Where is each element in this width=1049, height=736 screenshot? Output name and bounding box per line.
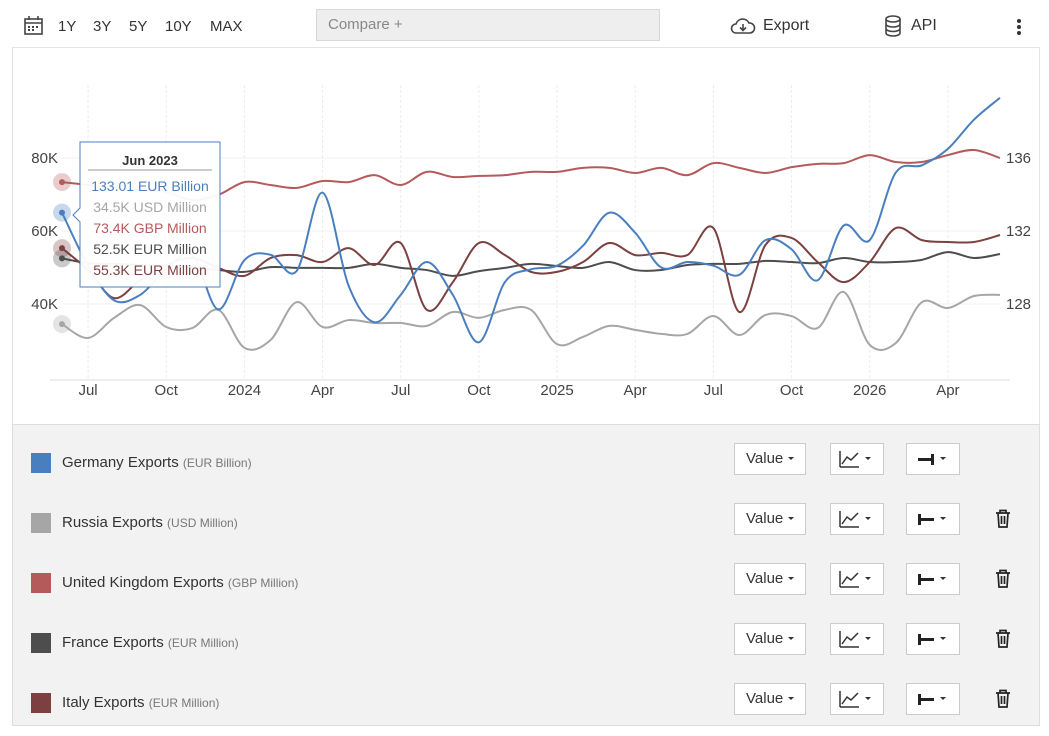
delete-button[interactable]: [995, 509, 1011, 528]
x-tick-label: Jul: [78, 382, 97, 399]
series-unit: (EUR Million): [148, 696, 220, 710]
series-row: Germany Exports (EUR Billion) Value: [13, 429, 1039, 489]
series-name: Russia Exports: [62, 514, 163, 531]
toolbar: 1Y 3Y 5Y 10Y MAX Compare + Export API: [12, 0, 1040, 48]
compare-input[interactable]: Compare +: [316, 9, 660, 41]
range-button[interactable]: MAX: [210, 18, 243, 35]
mode-text: Value: [746, 630, 784, 647]
tooltip: Jun 2023 133.01 EUR Billion 34.5K USD Mill…: [72, 141, 221, 288]
x-tick-label: Oct: [155, 382, 179, 399]
tooltip-item: 133.01 EUR Billion: [91, 178, 209, 194]
x-tick-label: 2024: [228, 382, 261, 399]
range-button[interactable]: 10Y: [165, 18, 192, 35]
mode-dropdown[interactable]: Value: [734, 503, 806, 535]
mode-text: Value: [746, 690, 784, 707]
series-label: United Kingdom Exports (GBP Million): [62, 574, 298, 591]
series-swatch: [31, 513, 51, 533]
x-tick-label: Apr: [311, 382, 334, 399]
series-label: France Exports (EUR Million): [62, 634, 239, 651]
x-tick-label: Oct: [467, 382, 491, 399]
series-list: Germany Exports (EUR Billion) Value Russi…: [12, 424, 1040, 726]
range-button[interactable]: 1Y: [58, 18, 77, 35]
delete-button[interactable]: [995, 689, 1011, 708]
chart-type-dropdown[interactable]: [830, 443, 884, 475]
series-name: Italy Exports: [62, 694, 145, 711]
tooltip-box: [72, 141, 221, 288]
x-tick-label: Apr: [624, 382, 647, 399]
axis-dropdown[interactable]: [906, 683, 960, 715]
delete-button[interactable]: [995, 629, 1011, 648]
chart-type-dropdown[interactable]: [830, 563, 884, 595]
x-tick-label: Jul: [391, 382, 410, 399]
y2-tick-label: 136: [1006, 150, 1031, 167]
tooltip-title: Jun 2023: [122, 153, 178, 168]
y2-tick-label: 128: [1006, 296, 1031, 313]
series-name: Germany Exports: [62, 454, 179, 471]
mode-dropdown[interactable]: Value: [734, 563, 806, 595]
export-button[interactable]: Export: [763, 17, 810, 34]
hover-marker-core: [59, 209, 65, 216]
series-label: Russia Exports (USD Million): [62, 514, 238, 531]
mode-dropdown[interactable]: Value: [734, 623, 806, 655]
y-tick-label: 40K: [31, 296, 58, 313]
series-swatch: [31, 633, 51, 653]
range-button[interactable]: 3Y: [93, 18, 112, 35]
hover-marker-core: [59, 321, 65, 328]
axis-dropdown[interactable]: [906, 563, 960, 595]
tooltip-item: 55.3K EUR Million: [93, 262, 207, 278]
series-unit: (USD Million): [167, 516, 238, 530]
chart-area: [12, 47, 1040, 424]
x-tick-label: 2026: [853, 382, 886, 399]
chart-type-dropdown[interactable]: [830, 683, 884, 715]
hover-marker-core: [59, 179, 65, 186]
series-label: Italy Exports (EUR Million): [62, 694, 219, 711]
cloud-icon: [730, 18, 756, 34]
hover-marker-core: [59, 245, 65, 252]
hover-marker-core: [59, 255, 65, 262]
y2-tick-label: 132: [1006, 223, 1031, 240]
mode-text: Value: [746, 450, 784, 467]
api-button[interactable]: API: [911, 17, 937, 34]
series-label: Germany Exports (EUR Billion): [62, 454, 252, 471]
chart: Jul Oct 2024 Apr Jul Oct 2025 Apr Jul Oct 2026 Apr 4…: [31, 85, 1031, 399]
series-line: [61, 290, 1001, 351]
series-name: United Kingdom Exports: [62, 574, 224, 591]
calendar-icon[interactable]: [24, 16, 44, 36]
database-icon: [885, 15, 901, 37]
series-swatch: [31, 573, 51, 593]
series-row: United Kingdom Exports (GBP Million) Valu…: [13, 549, 1039, 609]
tooltip-item: 73.4K GBP Million: [93, 220, 206, 236]
y-tick-label: 80K: [31, 150, 58, 167]
axis-dropdown[interactable]: [906, 623, 960, 655]
series-row: Russia Exports (USD Million) Value: [13, 489, 1039, 549]
delete-button[interactable]: [995, 569, 1011, 588]
chart-type-dropdown[interactable]: [830, 623, 884, 655]
series-row: Italy Exports (EUR Million) Value: [13, 669, 1039, 729]
series-swatch: [31, 693, 51, 713]
mode-dropdown[interactable]: Value: [734, 683, 806, 715]
series-unit: (GBP Million): [227, 576, 299, 590]
menu-icon[interactable]: [1015, 18, 1023, 36]
mode-dropdown[interactable]: Value: [734, 443, 806, 475]
tooltip-item: 34.5K USD Million: [93, 199, 207, 215]
mode-text: Value: [746, 510, 784, 527]
chart-type-dropdown[interactable]: [830, 503, 884, 535]
series-line: [61, 97, 1001, 344]
x-tick-label: 2025: [540, 382, 573, 399]
x-tick-label: Oct: [780, 382, 804, 399]
series-swatch: [31, 453, 51, 473]
series-row: France Exports (EUR Million) Value: [13, 609, 1039, 669]
range-button[interactable]: 5Y: [129, 18, 148, 35]
mode-text: Value: [746, 570, 784, 587]
y-tick-label: 60K: [31, 223, 58, 240]
series-unit: (EUR Billion): [182, 456, 252, 470]
series-name: France Exports: [62, 634, 164, 651]
axis-dropdown[interactable]: [906, 443, 960, 475]
x-tick-label: Apr: [936, 382, 959, 399]
series-unit: (EUR Million): [167, 636, 239, 650]
axis-dropdown[interactable]: [906, 503, 960, 535]
x-tick-label: Jul: [704, 382, 723, 399]
tooltip-item: 52.5K EUR Million: [93, 241, 207, 257]
